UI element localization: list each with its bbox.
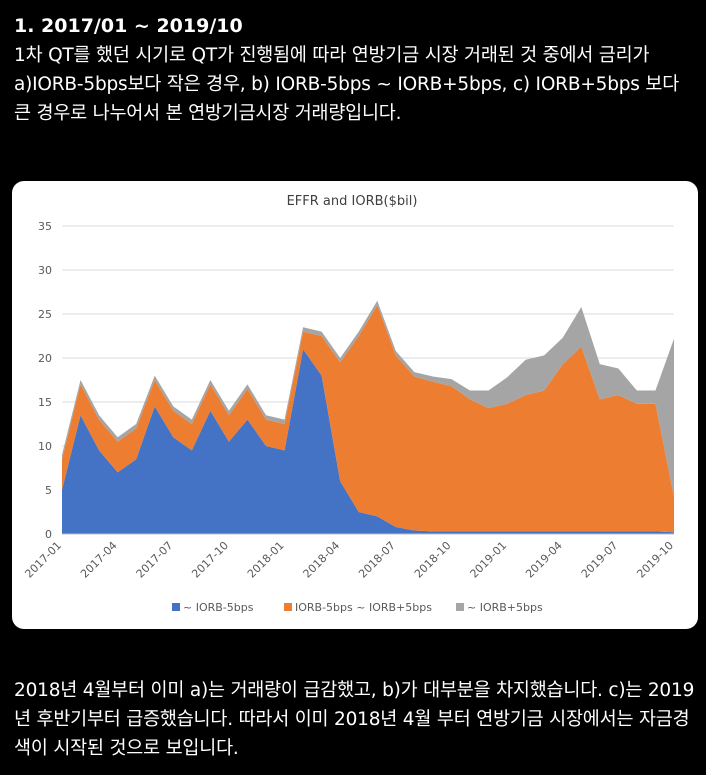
- chart-title: EFFR and IORB($bil): [287, 194, 418, 209]
- x-tick-label: 2017-01: [22, 539, 64, 581]
- stacked-area-chart: EFFR and IORB($bil) 0 5 10 15 20 25 30 35 2017-0…: [22, 194, 676, 614]
- x-tick-label: 2017-10: [189, 539, 231, 581]
- x-tick-label: 2018-07: [356, 539, 398, 581]
- chart-card: EFFR and IORB($bil) 0 5 10 15 20 25 30 35 2017-0…: [12, 181, 698, 629]
- legend-label: ~ IORB-5bps: [183, 601, 254, 614]
- legend-swatch: [172, 603, 180, 611]
- x-tick-label: 2018-01: [245, 539, 287, 581]
- conclusion-paragraph: 2018년 4월부터 이미 a)는 거래량이 급감했고, b)가 대부분을 차지…: [14, 680, 695, 759]
- legend-label: IORB-5bps ~ IORB+5bps: [295, 601, 432, 614]
- y-tick-label: 20: [38, 352, 52, 365]
- y-tick-label: 25: [38, 308, 52, 321]
- x-tick-label: 2017-07: [134, 539, 176, 581]
- y-tick-label: 5: [45, 484, 52, 497]
- x-tick-label: 2018-04: [301, 539, 343, 581]
- x-tick-label: 2018-10: [412, 539, 454, 581]
- area-series-iorb-5bps-iorb-5bps: [62, 305, 674, 533]
- area-series-iorb-5bps: [62, 349, 674, 534]
- y-tick-label: 30: [38, 264, 52, 277]
- x-tick-label: 2017-04: [78, 539, 120, 581]
- x-tick-label: 2019-07: [579, 539, 621, 581]
- intro-paragraph: 1차 QT를 했던 시기로 QT가 진행됨에 따라 연방기금 시장 거래된 것 …: [14, 45, 680, 124]
- post-heading: 1. 2017/01 ~ 2019/10: [14, 15, 243, 37]
- y-tick-label: 0: [45, 528, 52, 541]
- x-tick-label: 2019-01: [468, 539, 510, 581]
- y-tick-label: 10: [38, 440, 52, 453]
- y-tick-label: 15: [38, 396, 52, 409]
- y-tick-label: 35: [38, 220, 52, 233]
- legend-swatch: [284, 603, 292, 611]
- x-tick-label: 2019-10: [634, 539, 676, 581]
- legend-label: ~ IORB+5bps: [467, 601, 543, 614]
- x-tick-label: 2019-04: [523, 539, 565, 581]
- legend-swatch: [456, 603, 464, 611]
